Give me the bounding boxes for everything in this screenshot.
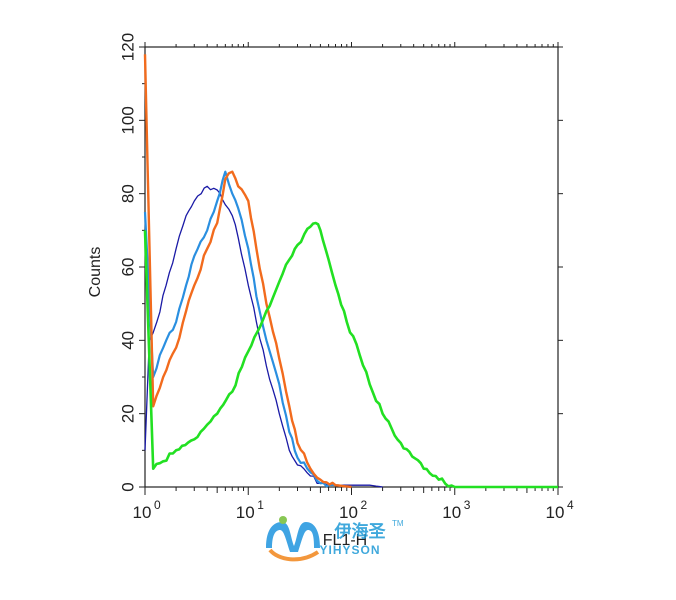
y-axis-label: Counts	[87, 247, 104, 298]
x-tick-exponent: 0	[154, 498, 161, 512]
x-tick-label: 10	[442, 503, 461, 522]
watermark-english-text: YIHYSON	[319, 543, 380, 557]
y-tick-label: 40	[118, 331, 137, 350]
y-tick-label: 60	[118, 258, 137, 277]
y-tick-label: 120	[118, 33, 137, 61]
x-tick-exponent: 3	[464, 498, 471, 512]
x-tick-label: 10	[133, 503, 152, 522]
series-group	[143, 54, 558, 489]
series-line-4	[143, 221, 558, 489]
x-tick-exponent: 1	[257, 498, 264, 512]
y-tick-label: 20	[118, 404, 137, 423]
y-tick-label: 0	[118, 482, 137, 491]
x-tick-label: 10	[339, 503, 358, 522]
watermark-trademark: TM	[392, 519, 404, 528]
series-line-3	[143, 54, 352, 489]
y-tick-label: 80	[118, 184, 137, 203]
x-axis-label: FL1-H	[323, 532, 367, 549]
watermark-chinese-text: 伊海圣	[334, 521, 387, 542]
y-tick-label: 100	[118, 106, 137, 134]
x-axis-ticks: 10 0 10 1 10 2 10 3 10 4	[133, 42, 574, 522]
y-axis-ticks: 0 20 40 60 80 100 120	[118, 33, 563, 492]
series-line-2	[143, 170, 352, 489]
x-tick-exponent: 4	[567, 498, 574, 512]
x-tick-exponent: 2	[361, 498, 368, 512]
watermark-logo-icon	[266, 516, 320, 562]
x-tick-label: 10	[546, 503, 565, 522]
watermark: FL1-H 伊海圣 TM YIHYSON	[266, 516, 404, 562]
x-tick-label: 10	[236, 503, 255, 522]
